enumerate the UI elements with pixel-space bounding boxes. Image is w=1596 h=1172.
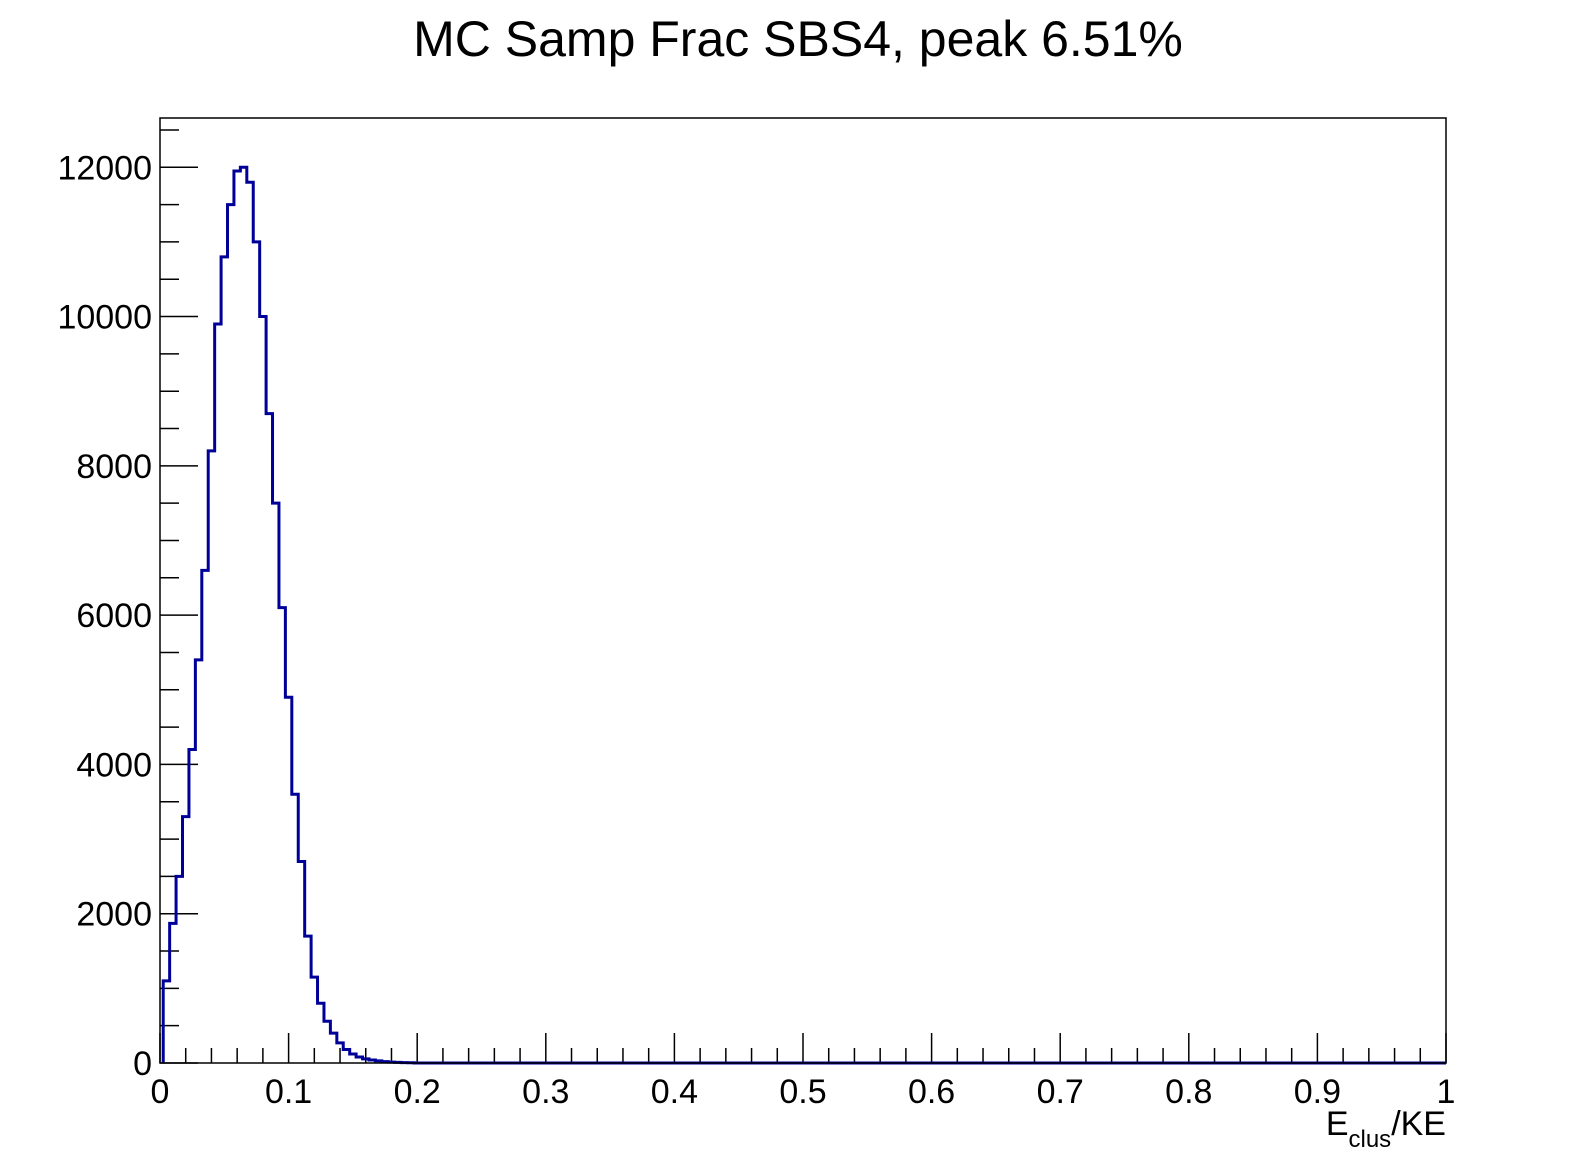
x-tick-label: 0.8 [1165,1073,1212,1111]
x-axis-label-main: E [1326,1105,1349,1143]
y-axis-tick-labels: 0 2000 4000 6000 8000 10000 12000 [57,149,152,1083]
y-tick-label: 4000 [76,746,152,784]
x-tick-label: 0.9 [1294,1073,1341,1111]
x-tick-label: 1 [1437,1073,1456,1111]
histogram-series-line [161,165,1446,1065]
x-axis-label-subscript: clus [1349,1126,1392,1153]
y-tick-label: 2000 [76,896,152,934]
x-tick-label: 0.6 [908,1073,955,1111]
y-tick-label: 8000 [76,448,152,486]
y-tick-label: 12000 [57,149,152,187]
x-axis-label-rest: /KE [1391,1105,1446,1143]
x-axis-label: Eclus/KE [1326,1105,1446,1153]
y-tick-label: 10000 [57,299,152,337]
x-tick-label: 0.7 [1037,1073,1084,1111]
x-tick-label: 0.5 [779,1073,826,1111]
y-tick-label: 6000 [76,597,152,635]
x-tick-label: 0.2 [394,1073,441,1111]
x-axis-tick-labels: 0 0.1 0.2 0.3 0.4 0.5 0.6 0.7 0.8 0.9 1 [151,1073,1456,1111]
y-axis-ticks [160,129,198,1064]
x-tick-label: 0.3 [522,1073,569,1111]
x-tick-label: 0 [151,1073,170,1111]
chart-title: MC Samp Frac SBS4, peak 6.51% [413,11,1183,67]
plot-frame [159,117,1447,1064]
x-tick-label: 0.4 [651,1073,698,1111]
x-tick-label: 0.1 [265,1073,312,1111]
y-tick-label: 0 [133,1045,152,1083]
